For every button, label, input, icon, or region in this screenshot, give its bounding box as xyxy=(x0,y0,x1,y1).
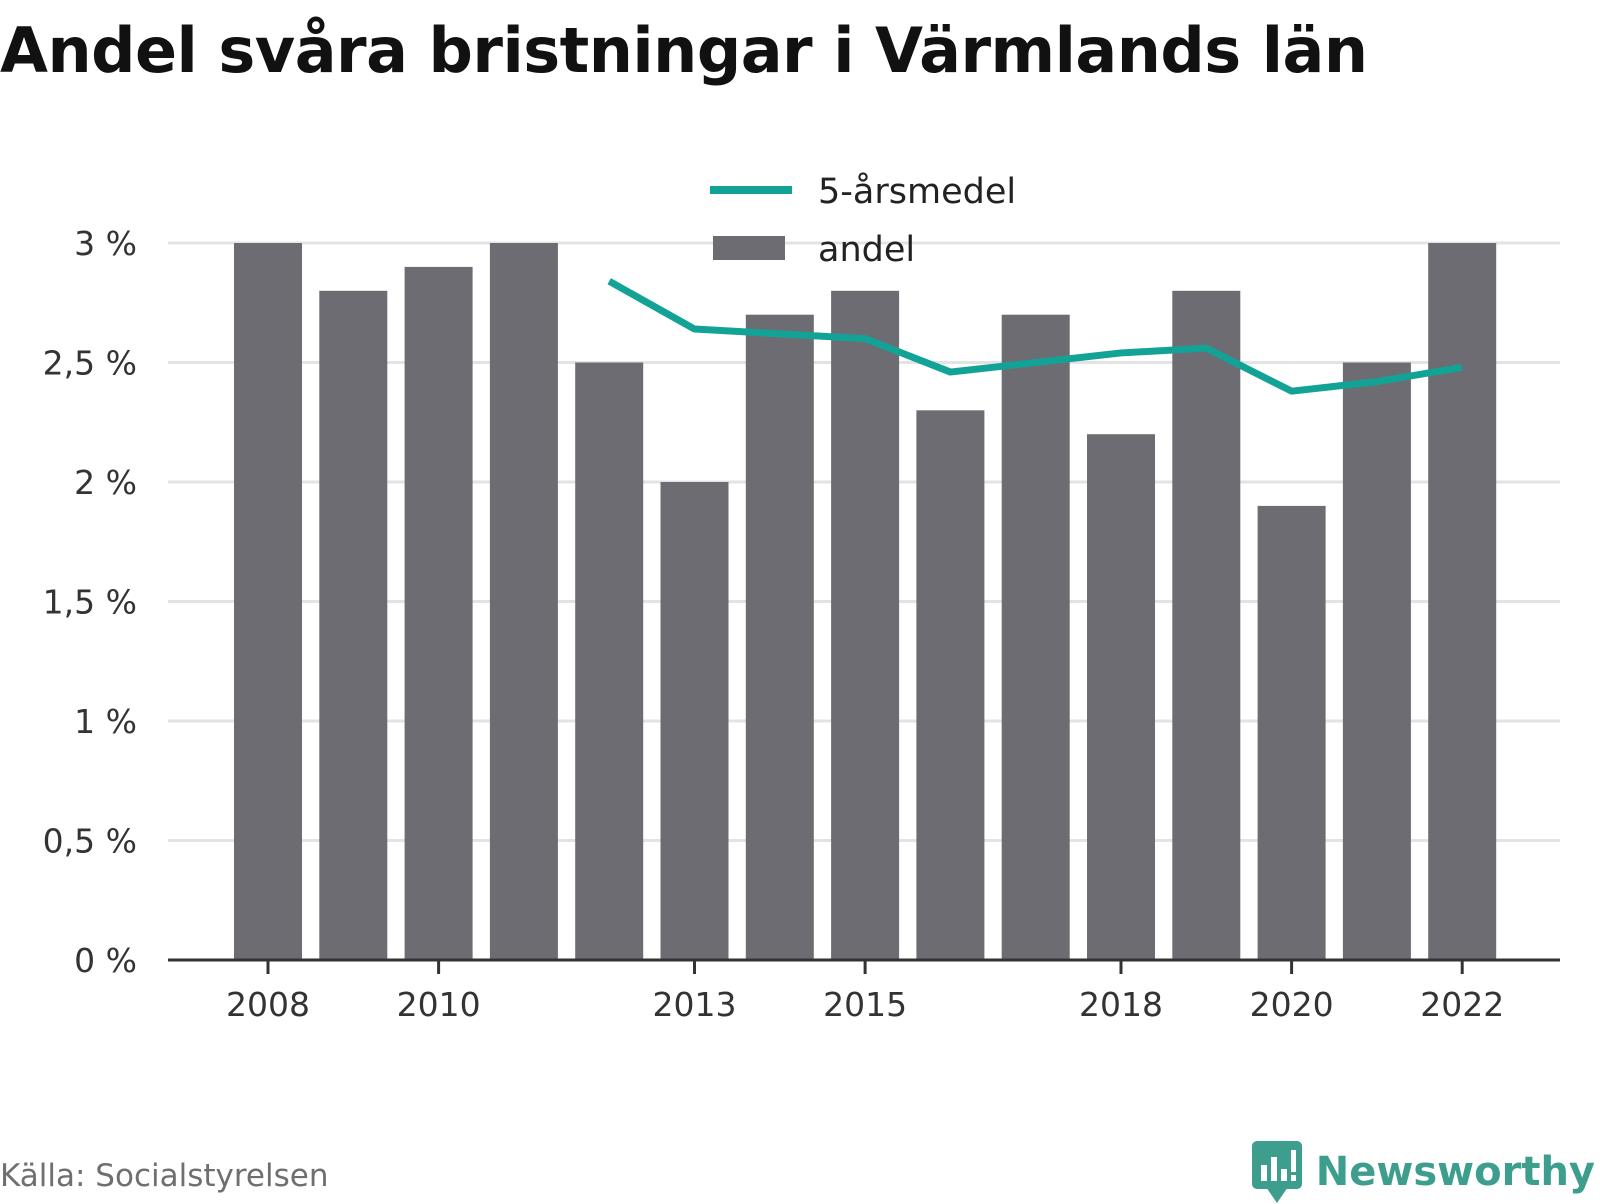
x-tick-label: 2010 xyxy=(397,985,481,1024)
bar xyxy=(1172,290,1241,960)
axes: 0 % 0,5 % 1 % 1,5 % 2 % 2,5 % 3 % 2008 2010 2013 2… xyxy=(43,224,1560,1024)
legend-label-line: 5-årsmedel xyxy=(818,171,1016,212)
bar xyxy=(916,410,985,960)
legend-line-swatch xyxy=(710,186,792,194)
line-5-arsmedel xyxy=(607,278,1463,395)
bar xyxy=(660,482,729,960)
bar xyxy=(1428,243,1497,960)
bar xyxy=(745,314,814,960)
y-tick-label: 2,5 % xyxy=(43,344,137,383)
brand-name: Newsworthy xyxy=(1315,1149,1595,1195)
y-tick-label: 1,5 % xyxy=(43,583,137,622)
y-tick-label: 0,5 % xyxy=(43,822,137,861)
x-tick-label: 2022 xyxy=(1420,985,1504,1024)
brand-logo: Newsworthy xyxy=(1251,1140,1595,1204)
bar xyxy=(489,243,558,960)
bar xyxy=(1087,434,1155,960)
y-tick-label: 1 % xyxy=(74,702,137,741)
bar xyxy=(234,243,302,960)
y-tick-label: 3 % xyxy=(74,224,137,263)
legend: 5-årsmedel andel xyxy=(710,171,1016,270)
newsworthy-logo-icon xyxy=(1251,1141,1302,1203)
bar xyxy=(1001,314,1070,960)
bar xyxy=(575,362,644,960)
y-tick-label: 0 % xyxy=(74,941,137,980)
bar xyxy=(404,266,473,960)
bar xyxy=(1342,362,1411,960)
bar xyxy=(831,290,900,960)
bar xyxy=(319,290,388,960)
x-tick-label: 2018 xyxy=(1079,985,1163,1024)
page-title: Andel svåra bristningar i Värmlands län xyxy=(0,14,1368,87)
y-tick-label: 2 % xyxy=(74,463,137,502)
line-series xyxy=(607,278,1463,395)
x-tick-label: 2015 xyxy=(823,985,907,1024)
source-note: Källa: Socialstyrelsen xyxy=(0,1158,329,1194)
bar xyxy=(1257,505,1326,960)
x-tick-label: 2008 xyxy=(226,985,310,1024)
legend-bar-swatch xyxy=(713,236,785,260)
x-tick-label: 2013 xyxy=(653,985,737,1024)
legend-label-bar: andel xyxy=(818,230,915,270)
bar-series xyxy=(234,243,1497,960)
x-tick-label: 2020 xyxy=(1250,985,1334,1024)
